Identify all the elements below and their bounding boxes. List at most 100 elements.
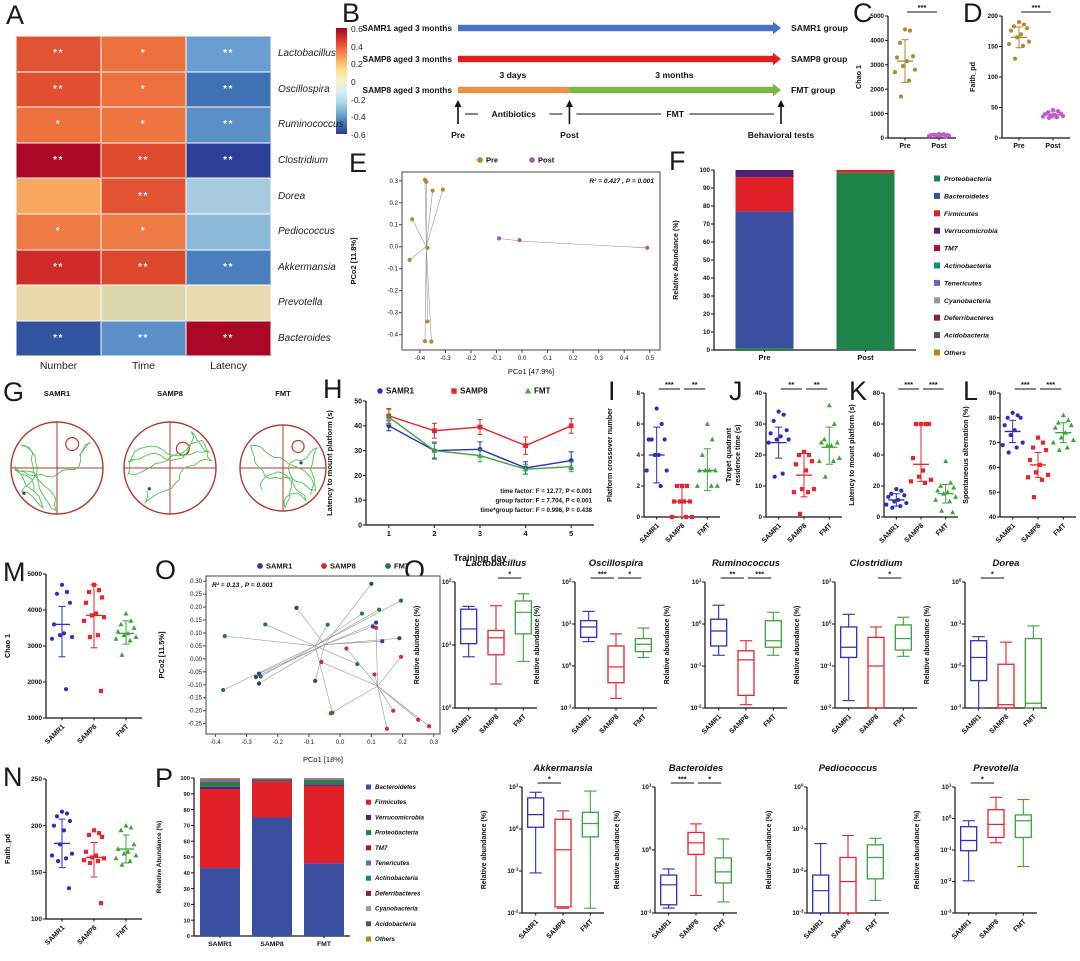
- svg-text:**: **: [692, 380, 698, 389]
- svg-text:150: 150: [31, 870, 42, 877]
- svg-text:50: 50: [989, 489, 997, 496]
- panel-g-maze-tracks: SAMR1 SAMP8 FMT: [0, 380, 330, 535]
- svg-text:Firmicutes: Firmicutes: [944, 211, 979, 218]
- svg-text:SAMP8: SAMP8: [330, 562, 356, 571]
- svg-text:Ruminococcus: Ruminococcus: [712, 558, 780, 569]
- svg-text:time*group factor: F = 0.996,: time*group factor: F = 0.996, P = 0.438: [480, 507, 592, 514]
- svg-text:SAMR1: SAMR1: [761, 522, 783, 544]
- panel-h-line-chart: 0 10 20 30 40 50 Latency to mount platform (s)…: [322, 375, 614, 565]
- svg-text:*: *: [548, 775, 551, 784]
- svg-text:10-2: 10-2: [950, 662, 962, 671]
- svg-text:Relative abundance (%): Relative abundance (%): [414, 606, 421, 685]
- svg-text:SAMP8: SAMP8: [1020, 522, 1042, 544]
- svg-text:Pre: Pre: [758, 353, 770, 362]
- q-boxplot-prevotella: Prevotella 10-3 10-2 10-1 100 101 Relative abu…: [911, 761, 1043, 961]
- panel-k-latency-plot: 0 20 40 60 80 Latency to mount platform (s) SA…: [846, 375, 964, 565]
- svg-text:SAMR1: SAMR1: [451, 713, 473, 735]
- svg-text:Relative abundance (%): Relative abundance (%): [614, 811, 621, 890]
- svg-text:6: 6: [636, 421, 640, 428]
- heatmap-row-label: Clostridium: [278, 155, 329, 167]
- svg-text:-0.4: -0.4: [210, 739, 221, 746]
- svg-text:30: 30: [354, 448, 362, 455]
- svg-text:0.3: 0.3: [594, 355, 603, 362]
- svg-text:-0.3: -0.3: [440, 355, 451, 362]
- svg-text:*: *: [991, 570, 994, 579]
- svg-text:Deferribacteres: Deferribacteres: [375, 890, 421, 897]
- svg-text:30: 30: [703, 293, 711, 300]
- svg-text:SAMR1: SAMR1: [961, 713, 983, 735]
- svg-text:-0.10: -0.10: [188, 682, 203, 689]
- svg-text:10-3: 10-3: [792, 909, 804, 918]
- svg-text:SAMP8 group: SAMP8 group: [791, 54, 847, 64]
- svg-text:R² = 0.427 , P = 0.001: R² = 0.427 , P = 0.001: [589, 178, 654, 185]
- svg-text:Deferribacteres: Deferribacteres: [944, 315, 994, 322]
- heatmap-col-label: Number: [39, 360, 78, 373]
- svg-text:SAMR1 group: SAMR1 group: [791, 23, 848, 33]
- svg-text:80: 80: [184, 808, 190, 814]
- svg-text:0: 0: [358, 522, 362, 529]
- svg-text:Post: Post: [931, 143, 947, 150]
- svg-text:10-2: 10-2: [792, 867, 804, 876]
- boxplot-svg: Bacteroides 10-1 100 101 Relative abundance …: [614, 763, 737, 941]
- svg-text:10-2: 10-2: [820, 704, 832, 713]
- svg-text:101: 101: [942, 783, 952, 792]
- svg-text:20: 20: [184, 903, 190, 909]
- q-boxplot-clostridium: Clostridium 10-2 10-1 100 101 Relative abunda…: [791, 556, 923, 756]
- q-boxplot-lactobacillus: Lactobacillus 100 101 102 Relative abundance…: [411, 556, 543, 756]
- svg-text:10: 10: [354, 498, 362, 505]
- svg-text:SAMP8: SAMP8: [260, 941, 284, 948]
- panel-q-genus-boxplots: Lactobacillus 100 101 102 Relative abundance…: [400, 556, 1080, 961]
- svg-text:Latency to mount platform (s): Latency to mount platform (s): [325, 410, 334, 516]
- svg-text:FMT: FMT: [697, 522, 713, 538]
- panel-a-label: A: [6, 0, 25, 30]
- svg-text:10-3: 10-3: [940, 909, 952, 918]
- svg-text:Proteobacteria: Proteobacteria: [944, 176, 992, 183]
- svg-text:Training day: Training day: [453, 553, 506, 563]
- svg-text:40: 40: [184, 871, 190, 877]
- svg-text:group factor: F = 7.704, P < 0: group factor: F = 7.704, P < 0.001: [495, 498, 592, 505]
- svg-text:***: ***: [1032, 3, 1041, 12]
- svg-text:0.20: 0.20: [190, 604, 202, 611]
- svg-text:SAMP8: SAMP8: [76, 924, 98, 946]
- svg-text:100: 100: [31, 916, 42, 923]
- svg-text:**: **: [814, 380, 820, 389]
- svg-text:SAMP8: SAMP8: [460, 387, 488, 396]
- svg-text:80: 80: [989, 415, 997, 422]
- svg-text:Actinobacteria: Actinobacteria: [374, 875, 419, 882]
- svg-text:10-1: 10-1: [820, 662, 832, 671]
- svg-text:-0.2: -0.2: [466, 355, 477, 362]
- heatmap-cell: *: [16, 213, 101, 250]
- svg-text:40: 40: [755, 390, 763, 397]
- svg-text:4: 4: [524, 529, 529, 538]
- svg-text:time factor: F = 12.77, P < 0.: time factor: F = 12.77, P < 0.001: [500, 488, 592, 495]
- scatter-svg: 0 10 20 30 40 Target quadrant residence time (…: [726, 380, 842, 545]
- svg-text:Pre: Pre: [1013, 143, 1024, 150]
- svg-text:30: 30: [755, 421, 763, 428]
- svg-text:*: *: [628, 570, 631, 579]
- svg-text:Target quadrant: Target quadrant: [726, 427, 733, 482]
- svg-text:20: 20: [755, 452, 763, 459]
- svg-text:**: **: [788, 380, 794, 389]
- heatmap-cell: **: [186, 320, 271, 357]
- svg-text:Chao 1: Chao 1: [854, 65, 863, 89]
- heatmap-row-label: Akkermansia: [278, 261, 336, 273]
- svg-text:SAMR1: SAMR1: [951, 918, 973, 940]
- svg-text:0.1: 0.1: [543, 355, 552, 362]
- svg-text:Pediococcus: Pediococcus: [819, 763, 878, 774]
- svg-text:Clostridium: Clostridium: [850, 558, 903, 569]
- svg-text:FMT: FMT: [534, 387, 551, 396]
- svg-text:0.1: 0.1: [390, 222, 399, 229]
- svg-text:10: 10: [755, 483, 763, 490]
- svg-text:3: 3: [478, 529, 482, 538]
- svg-text:Others: Others: [375, 936, 396, 943]
- svg-text:Acidobacteria: Acidobacteria: [943, 333, 989, 340]
- svg-text:FMT: FMT: [394, 562, 410, 571]
- svg-text:SAMR1: SAMR1: [639, 522, 661, 544]
- svg-text:SAMP8: SAMP8: [786, 522, 808, 544]
- svg-text:SAMP8: SAMP8: [858, 713, 880, 735]
- svg-text:5: 5: [569, 529, 573, 538]
- svg-text:0.4: 0.4: [620, 355, 629, 362]
- svg-text:10-1: 10-1: [940, 846, 952, 855]
- svg-text:102: 102: [442, 578, 452, 587]
- svg-text:FMT: FMT: [713, 918, 729, 934]
